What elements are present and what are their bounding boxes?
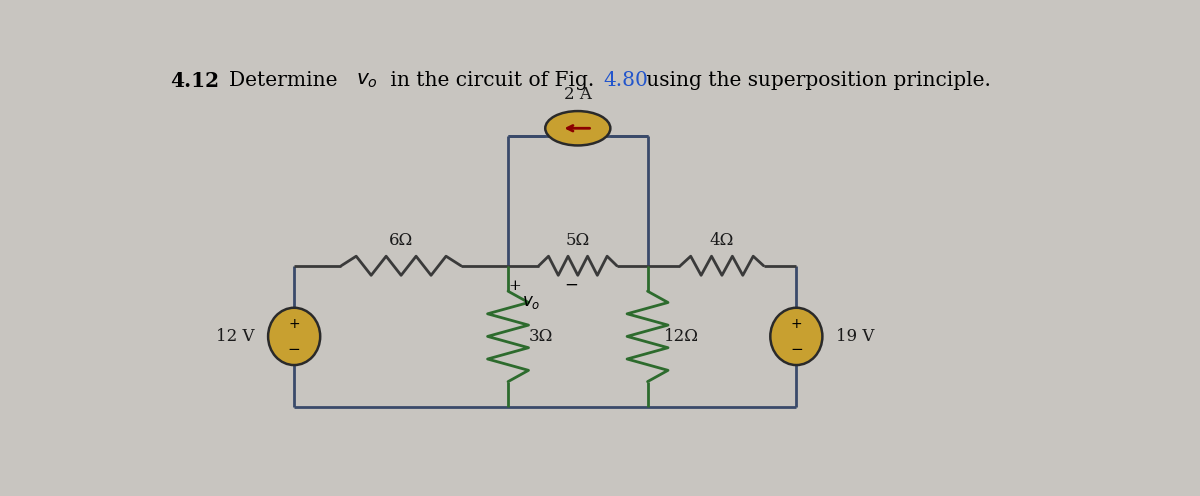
Text: 6Ω: 6Ω [389, 232, 413, 248]
Text: +: + [288, 316, 300, 330]
Ellipse shape [545, 111, 611, 145]
Text: −: − [564, 276, 578, 294]
Text: 19 V: 19 V [836, 328, 875, 345]
Text: −: − [790, 342, 803, 357]
Text: 3Ω: 3Ω [528, 328, 553, 345]
Text: $v_o$: $v_o$ [522, 295, 540, 311]
Text: −: − [288, 342, 300, 357]
Text: 2 A: 2 A [564, 86, 592, 104]
Text: in the circuit of Fig.: in the circuit of Fig. [384, 71, 601, 90]
Text: 4.80: 4.80 [604, 71, 649, 90]
Ellipse shape [770, 308, 822, 365]
Text: Determine: Determine [229, 71, 344, 90]
Text: 5Ω: 5Ω [565, 232, 590, 248]
Ellipse shape [268, 308, 320, 365]
Text: +: + [508, 279, 521, 293]
Text: +: + [791, 316, 802, 330]
Text: using the superposition principle.: using the superposition principle. [640, 71, 991, 90]
Text: 4Ω: 4Ω [709, 232, 734, 248]
Text: $v_o$: $v_o$ [356, 71, 378, 90]
Text: 4.12: 4.12 [170, 70, 220, 91]
Text: 12 V: 12 V [216, 328, 254, 345]
Text: 12Ω: 12Ω [665, 328, 700, 345]
